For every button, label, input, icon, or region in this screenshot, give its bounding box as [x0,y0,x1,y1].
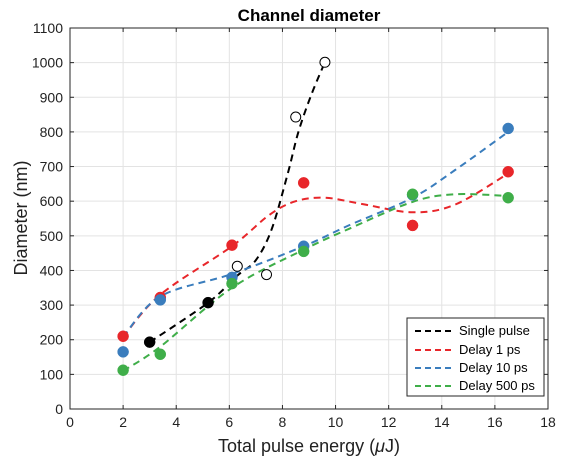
data-point-delay-10-ps [502,122,514,135]
fit-lines [122,61,509,372]
x-tick-label: 8 [279,414,287,430]
y-tick-label: 800 [40,124,64,140]
y-tick-label: 900 [40,89,64,105]
x-tick-label: 12 [381,414,397,430]
x-tick-label: 14 [434,414,450,430]
data-point-open-single-pulse [319,56,331,68]
data-point-delay-500-ps [502,191,514,204]
data-point-delay-500-ps [154,348,167,361]
y-tick-label: 700 [40,159,64,175]
data-point-delay-500-ps [297,245,310,258]
fit-line-delay-10-ps [122,131,509,338]
x-tick-label: 6 [225,414,233,430]
data-point-delay-10-ps [117,346,129,358]
x-axis-label: Total pulse energy (μJ) [218,436,400,456]
data-point-delay-500-ps [226,277,238,290]
x-tick-label: 18 [540,414,556,430]
x-tick-label: 16 [487,414,503,430]
legend: Single pulse Delay 1 ps Delay 10 ps Dela… [406,317,545,397]
y-tick-label: 200 [40,332,64,348]
fit-line-single-pulse [149,61,326,344]
data-point-open-single-pulse [261,269,273,281]
data-point-delay-500-ps [406,188,419,201]
legend-label-delay-500ps: Delay 500 ps [459,378,535,393]
chart-title: Channel diameter [238,6,381,25]
data-point-single-pulse [202,296,214,309]
data-point-delay-1-ps [226,239,238,251]
y-tick-label: 1100 [33,20,63,36]
y-tick-label: 400 [40,262,64,278]
x-tick-label: 10 [328,414,344,430]
legend-label-delay-10ps: Delay 10 ps [459,360,528,375]
data-point-open-single-pulse [290,111,302,123]
data-point-delay-1-ps [117,330,129,343]
y-tick-label: 100 [40,366,64,382]
data-point-single-pulse [143,336,156,348]
data-point-delay-500-ps [117,364,129,376]
fit-line-delay-500-ps [122,193,509,372]
plot-frame [69,27,549,410]
y-tick-label: 600 [40,193,64,209]
data-point-delay-1-ps [502,165,514,178]
data-point-open-single-pulse [231,260,243,272]
axis-ticks: 0 2 4 6 8 10 12 14 16 18 0 100 200 300 400 500 600 700 800… [32,20,556,430]
y-tick-label: 1000 [32,55,63,71]
y-tick-label: 300 [40,297,64,313]
y-tick-label: 500 [40,228,64,244]
y-tick-label: 0 [55,401,63,417]
y-axis-label: Diameter (nm) [11,160,31,275]
legend-label-delay-1ps: Delay 1 ps [459,342,521,357]
x-tick-label: 0 [66,414,74,430]
fit-line-delay-1-ps [122,172,509,338]
data-point-delay-1-ps [406,219,419,232]
x-tick-label: 2 [119,414,127,430]
x-tick-label: 4 [172,414,180,430]
data-point-delay-10-ps [154,294,167,306]
data-points [117,56,514,376]
legend-label-single-pulse: Single pulse [459,323,530,338]
data-point-delay-1-ps [297,177,310,189]
